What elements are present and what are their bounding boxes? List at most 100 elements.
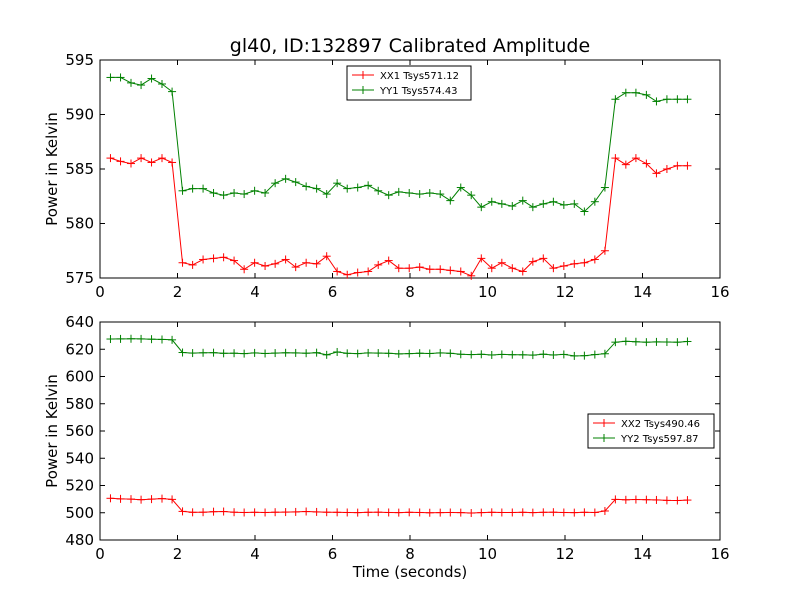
data-point — [271, 508, 280, 517]
data-point — [539, 254, 548, 263]
data-point — [518, 196, 527, 205]
legend-label: XX2 Tsys490.46 — [621, 419, 700, 430]
data-point — [394, 508, 403, 517]
data-point — [436, 508, 445, 517]
x-tick-label: 6 — [328, 283, 338, 301]
x-tick-label: 8 — [405, 545, 415, 563]
data-point — [374, 508, 383, 517]
data-point — [281, 348, 290, 357]
data-point — [199, 184, 208, 193]
data-point — [662, 496, 671, 505]
data-point — [343, 270, 352, 279]
series-1 — [106, 494, 692, 518]
y-tick-label: 520 — [65, 477, 94, 495]
y-tick-label: 595 — [65, 51, 94, 69]
y-tick-label: 640 — [65, 313, 94, 331]
data-point — [549, 350, 558, 359]
data-point — [106, 154, 115, 163]
data-point — [580, 508, 589, 517]
data-point — [322, 190, 331, 199]
data-point — [353, 268, 362, 277]
data-point — [106, 494, 115, 503]
data-point — [250, 258, 259, 267]
data-point — [559, 200, 568, 209]
data-point — [497, 350, 506, 359]
data-point — [580, 207, 589, 216]
data-point — [219, 191, 228, 200]
data-point — [394, 187, 403, 196]
data-point — [611, 338, 620, 347]
data-point — [271, 349, 280, 358]
data-point — [621, 88, 630, 97]
data-point — [312, 184, 321, 193]
data-point — [539, 199, 548, 208]
data-point — [261, 262, 270, 271]
data-point — [508, 264, 517, 273]
data-point — [631, 495, 640, 504]
data-point — [652, 97, 661, 106]
data-point — [425, 188, 434, 197]
data-point — [250, 348, 259, 357]
data-point — [374, 186, 383, 195]
data-point — [199, 348, 208, 357]
data-point — [168, 335, 177, 344]
y-tick-label: 560 — [65, 422, 94, 440]
x-tick-label: 0 — [95, 545, 105, 563]
legend-box — [587, 413, 715, 449]
data-point — [559, 350, 568, 359]
data-point — [518, 508, 527, 517]
y-tick-label: 600 — [65, 368, 94, 386]
data-point — [415, 263, 424, 272]
data-point — [271, 259, 280, 268]
data-point — [209, 254, 218, 263]
data-point — [291, 507, 300, 516]
x-tick-label: 2 — [173, 545, 183, 563]
data-point — [147, 74, 156, 83]
data-point — [322, 508, 331, 517]
data-point — [477, 254, 486, 263]
data-point — [467, 271, 476, 280]
data-point — [147, 158, 156, 167]
data-point — [137, 81, 146, 90]
data-point — [230, 508, 239, 517]
data-point — [116, 494, 125, 503]
data-point — [312, 259, 321, 268]
series-2 — [106, 73, 692, 216]
data-point — [673, 338, 682, 347]
y-tick-label: 590 — [65, 106, 94, 124]
data-point — [250, 508, 259, 517]
x-tick-label: 16 — [710, 545, 729, 563]
data-point — [528, 203, 537, 212]
data-point — [209, 507, 218, 516]
data-point — [188, 508, 197, 517]
data-point — [322, 350, 331, 359]
data-point — [497, 508, 506, 517]
data-point — [518, 350, 527, 359]
data-point — [600, 349, 609, 358]
data-point — [467, 350, 476, 359]
legend: XX2 Tsys490.46 YY2 Tsys597.87 — [587, 413, 715, 449]
data-point — [147, 495, 156, 504]
data-point — [405, 508, 414, 517]
data-point — [312, 348, 321, 357]
data-point — [261, 349, 270, 358]
data-point — [559, 508, 568, 517]
data-point — [487, 264, 496, 273]
data-point — [559, 262, 568, 271]
data-point — [333, 267, 342, 276]
data-point — [611, 154, 620, 163]
data-point — [291, 178, 300, 187]
data-point — [261, 508, 270, 517]
data-point — [415, 190, 424, 199]
x-tick-label: 0 — [95, 283, 105, 301]
data-point — [642, 338, 651, 347]
data-point — [600, 506, 609, 515]
data-point — [621, 495, 630, 504]
data-point — [240, 265, 249, 274]
data-point — [384, 349, 393, 358]
data-point — [590, 508, 599, 517]
x-tick-label: 16 — [710, 283, 729, 301]
x-tick-label: 6 — [328, 545, 338, 563]
data-point — [230, 188, 239, 197]
data-point — [364, 508, 373, 517]
